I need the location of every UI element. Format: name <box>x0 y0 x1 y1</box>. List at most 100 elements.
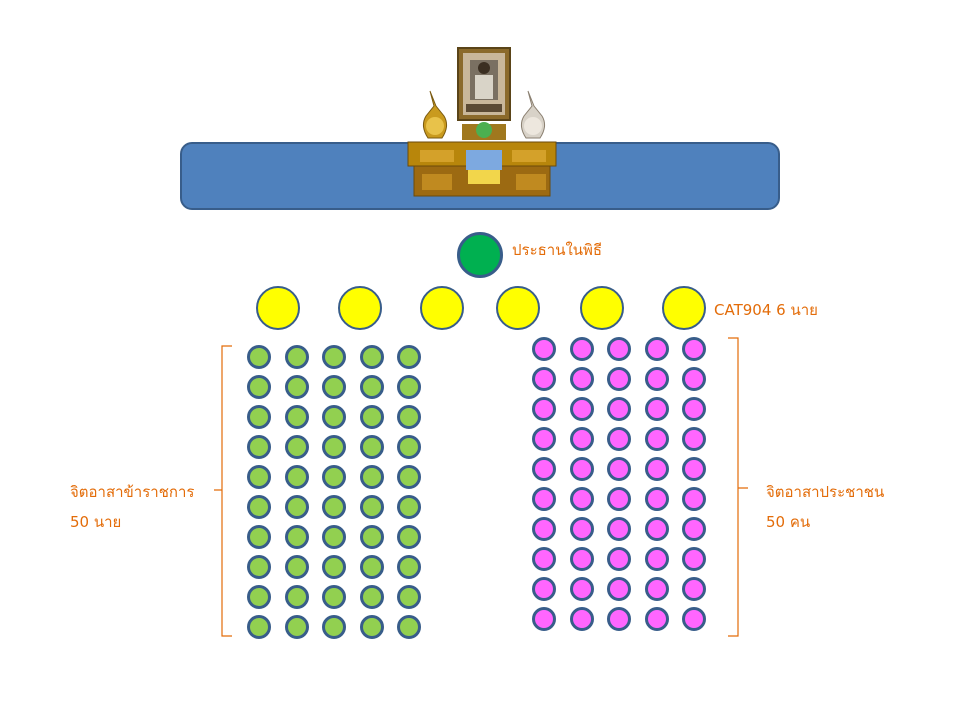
public-seat <box>682 397 706 421</box>
official-seat <box>359 615 384 639</box>
public-seat <box>532 577 556 601</box>
public-seat <box>532 427 556 451</box>
official-seat <box>322 555 346 579</box>
official-seat <box>284 435 309 459</box>
officials-label-line2: 50 นาย <box>70 513 122 531</box>
public-seat <box>532 487 556 511</box>
cat-seat <box>496 286 540 330</box>
public-seat <box>644 427 669 451</box>
public-seat <box>569 397 594 421</box>
public-seat <box>682 427 706 451</box>
public-seat <box>607 607 631 631</box>
official-seat <box>322 615 346 639</box>
cat-seat <box>338 286 382 330</box>
public-seat <box>607 397 631 421</box>
cat-seat <box>256 286 300 330</box>
official-seat <box>247 615 271 639</box>
official-seat <box>397 495 421 519</box>
public-seat <box>607 367 631 391</box>
altar-icon <box>407 47 557 197</box>
official-seat <box>322 435 346 459</box>
official-seat <box>322 585 346 609</box>
public-seat <box>607 577 631 601</box>
official-seat <box>397 375 421 399</box>
official-seat <box>284 405 309 429</box>
public-seat <box>682 367 706 391</box>
cat-seat <box>580 286 624 330</box>
public-seat <box>644 457 669 481</box>
public-seat <box>682 487 706 511</box>
official-seat <box>397 465 421 489</box>
public-seat <box>532 517 556 541</box>
public-seat <box>682 547 706 571</box>
left-bracket <box>214 345 232 637</box>
official-seat <box>359 555 384 579</box>
official-seat <box>247 465 271 489</box>
public-seat <box>569 487 594 511</box>
official-seat <box>284 465 309 489</box>
public-seat <box>607 337 631 361</box>
official-seat <box>247 525 271 549</box>
public-seat <box>607 517 631 541</box>
official-seat <box>322 345 346 369</box>
public-seat <box>682 337 706 361</box>
president-label: ประธานในพิธี <box>512 241 603 259</box>
official-seat <box>322 375 346 399</box>
public-seat <box>644 397 669 421</box>
public-seat <box>569 457 594 481</box>
public-seat <box>532 337 556 361</box>
official-seat <box>284 345 309 369</box>
official-seat <box>359 405 384 429</box>
public-seat <box>644 607 669 631</box>
public-seat <box>532 547 556 571</box>
public-seat <box>532 367 556 391</box>
official-seat <box>359 585 384 609</box>
official-seat <box>397 435 421 459</box>
cat-label: CAT904 6 นาย <box>714 301 818 319</box>
official-seat <box>247 435 271 459</box>
official-seat <box>397 615 421 639</box>
public-seat <box>644 337 669 361</box>
official-seat <box>247 345 271 369</box>
official-seat <box>284 585 309 609</box>
official-seat <box>397 585 421 609</box>
official-seat <box>359 375 384 399</box>
official-seat <box>284 495 309 519</box>
official-seat <box>247 585 271 609</box>
official-seat <box>247 555 271 579</box>
cat-seat <box>420 286 464 330</box>
official-seat <box>397 345 421 369</box>
official-seat <box>359 435 384 459</box>
official-seat <box>322 525 346 549</box>
official-seat <box>284 375 309 399</box>
public-seat <box>644 517 669 541</box>
official-seat <box>397 555 421 579</box>
public-label-line2: 50 คน <box>766 513 811 531</box>
official-seat <box>397 525 421 549</box>
public-seat <box>644 487 669 511</box>
public-seat <box>607 457 631 481</box>
public-seat <box>532 457 556 481</box>
official-seat <box>284 555 309 579</box>
official-seat <box>247 405 271 429</box>
official-seat <box>284 615 309 639</box>
official-seat <box>322 495 346 519</box>
official-seat <box>397 405 421 429</box>
right-bracket <box>728 337 748 637</box>
public-seat <box>607 487 631 511</box>
public-seat <box>682 577 706 601</box>
officials-label-line1: จิตอาสาข้าราชการ <box>70 483 195 501</box>
public-seat <box>682 517 706 541</box>
public-seat <box>569 577 594 601</box>
public-seat <box>644 367 669 391</box>
official-seat <box>322 465 346 489</box>
public-seat <box>607 427 631 451</box>
public-seat <box>569 547 594 571</box>
public-seat <box>682 607 706 631</box>
public-seat <box>569 607 594 631</box>
official-seat <box>284 525 309 549</box>
public-seat <box>569 517 594 541</box>
public-seat <box>532 397 556 421</box>
public-seat <box>569 427 594 451</box>
public-seat <box>644 547 669 571</box>
